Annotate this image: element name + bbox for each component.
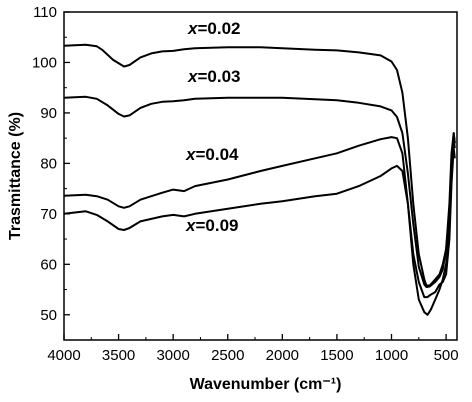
series-label-1: x=0.03 [187, 67, 240, 86]
x-tick-label: 4000 [47, 347, 80, 364]
y-axis-title: Trasmittance (%) [7, 112, 24, 240]
series-line-3 [63, 147, 456, 299]
series-line-0 [63, 43, 456, 287]
y-tick-label: 110 [33, 4, 57, 21]
series-line-2 [63, 136, 456, 316]
series-label-2: x=0.04 [185, 145, 239, 164]
x-tick-label: 1000 [375, 347, 408, 364]
x-tick-label: 3000 [156, 347, 189, 364]
series-line-1 [63, 95, 456, 288]
x-tick-label: 3500 [102, 347, 135, 364]
x-tick-label: 2000 [266, 347, 299, 364]
y-tick-label: 60 [40, 256, 57, 273]
x-tick-label: 2500 [211, 347, 244, 364]
y-tick-label: 80 [40, 155, 57, 172]
y-tick-label: 90 [40, 105, 57, 122]
series-layer [63, 43, 456, 316]
y-tick-label: 100 [32, 54, 57, 71]
plot-area [63, 11, 458, 341]
plot-frame [63, 11, 458, 341]
x-tick-label: 500 [434, 347, 459, 364]
series-labels: x=0.02 x=0.03 x=0.04 x=0.09 [185, 19, 240, 235]
ticks-layer: 4000 3500 3000 2500 2000 1500 1000 500 50 60 70 80 9… [32, 4, 459, 364]
series-label-3: x=0.09 [185, 216, 238, 235]
x-tick-label: 1500 [320, 347, 353, 364]
series-label-0: x=0.02 [187, 19, 240, 38]
x-axis-title: Wavenumber (cm⁻¹) [190, 376, 342, 393]
y-tick-label: 70 [40, 206, 57, 223]
y-tick-label: 50 [40, 307, 57, 324]
